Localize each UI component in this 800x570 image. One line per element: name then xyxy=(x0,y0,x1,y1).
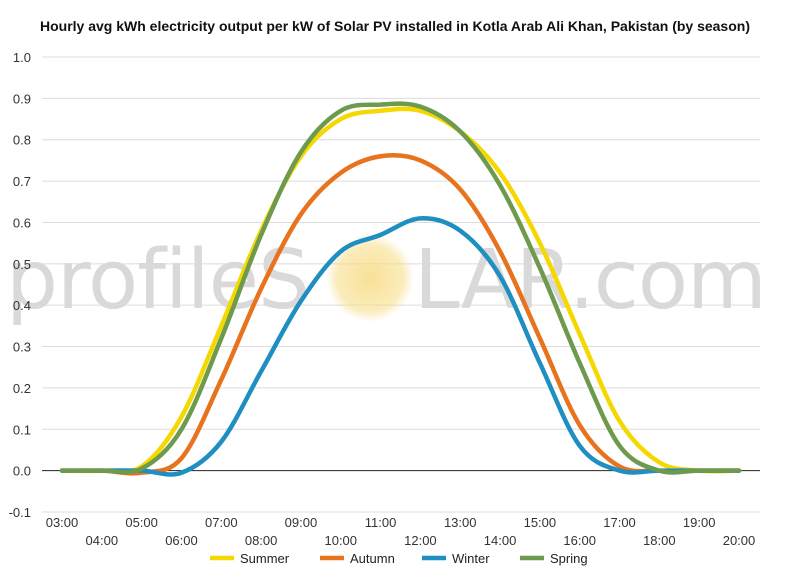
watermark-logo: profileS LAR.com xyxy=(6,233,767,328)
x-axis: 03:00 04:00 05:00 06:00 07:00 08:00 09:00 10:00… xyxy=(46,515,756,548)
y-tick-label: 0.1 xyxy=(13,422,31,437)
series-lines xyxy=(59,101,742,477)
x-tick-label: 03:00 xyxy=(46,515,79,530)
legend-item-autumn: Autumn xyxy=(320,551,395,566)
legend-label: Winter xyxy=(452,551,490,566)
x-tick-label: 18:00 xyxy=(643,533,676,548)
x-tick-label: 07:00 xyxy=(205,515,238,530)
x-tick-label: 12:00 xyxy=(404,533,437,548)
x-tick-label: 06:00 xyxy=(165,533,198,548)
x-tick-label: 10:00 xyxy=(324,533,357,548)
legend-label: Autumn xyxy=(350,551,395,566)
x-tick-label: 19:00 xyxy=(683,515,716,530)
y-tick-label: 0.4 xyxy=(13,298,31,313)
x-tick-label: 08:00 xyxy=(245,533,278,548)
y-tick-label: 0.6 xyxy=(13,215,31,230)
y-tick-label: 0.8 xyxy=(13,133,31,148)
x-tick-label: 16:00 xyxy=(563,533,596,548)
y-tick-label: -0.1 xyxy=(9,505,31,520)
series-line-spring xyxy=(59,101,742,475)
watermark-text-right: LAR.com xyxy=(414,233,766,328)
y-tick-label: 1.0 xyxy=(13,50,31,65)
y-tick-label: 0.9 xyxy=(13,91,31,106)
chart-title: Hourly avg kWh electricity output per kW… xyxy=(40,18,750,34)
x-tick-label: 11:00 xyxy=(365,515,397,530)
x-tick-label: 05:00 xyxy=(125,515,158,530)
x-tick-label: 04:00 xyxy=(86,533,119,548)
watermark-text-left: profileS xyxy=(6,233,309,328)
series-line-autumn xyxy=(59,152,742,476)
legend-item-summer: Summer xyxy=(210,551,290,566)
y-axis: -0.1 0.0 0.1 0.2 0.3 0.4 0.5 0.6 0.7 0.8 0.9 1.0 xyxy=(9,50,31,520)
legend: Summer Autumn Winter Spring xyxy=(210,551,588,566)
watermark-sun-icon xyxy=(326,234,414,322)
x-tick-label: 15:00 xyxy=(524,515,557,530)
x-tick-label: 20:00 xyxy=(723,533,756,548)
legend-item-winter: Winter xyxy=(422,551,490,566)
x-tick-label: 09:00 xyxy=(285,515,318,530)
legend-label: Summer xyxy=(240,551,290,566)
y-tick-label: 0.3 xyxy=(13,340,31,355)
x-tick-label: 17:00 xyxy=(603,515,636,530)
y-tick-label: 0.7 xyxy=(13,174,31,189)
x-tick-label: 13:00 xyxy=(444,515,477,530)
legend-item-spring: Spring xyxy=(520,551,588,566)
y-tick-label: 0.5 xyxy=(13,257,31,272)
series-line-summer xyxy=(59,106,742,474)
legend-label: Spring xyxy=(550,551,588,566)
grid-lines xyxy=(42,56,760,513)
series-line-winter xyxy=(59,216,742,477)
y-tick-label: 0.0 xyxy=(13,464,31,479)
y-tick-label: 0.2 xyxy=(13,381,31,396)
x-tick-label: 14:00 xyxy=(484,533,517,548)
